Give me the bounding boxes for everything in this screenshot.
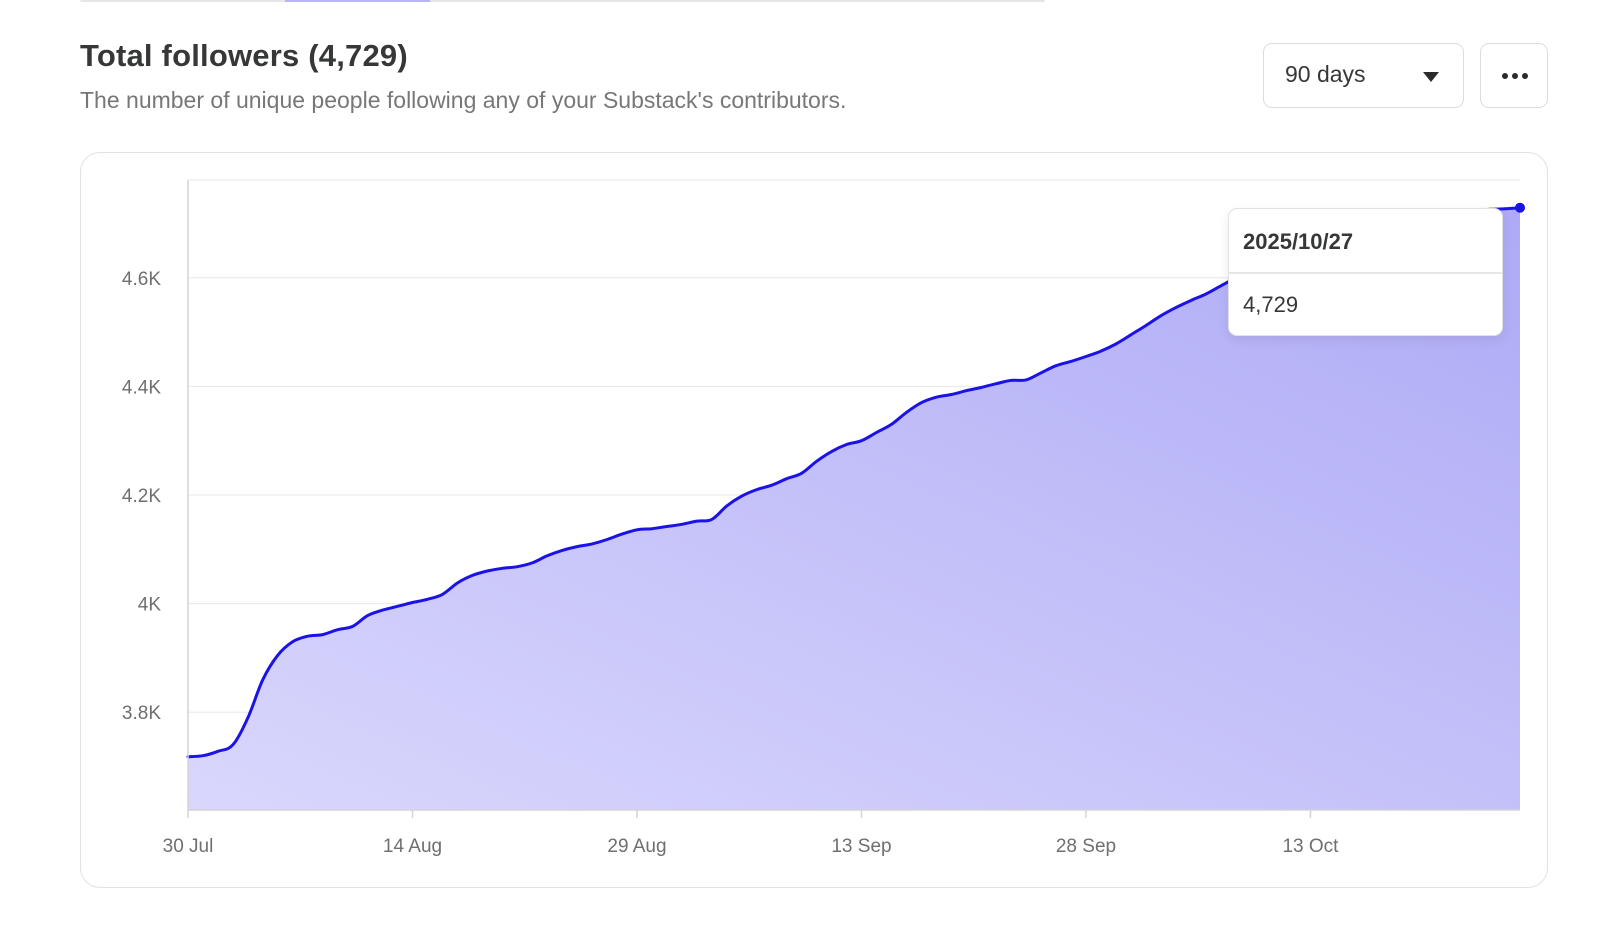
y-tick-label: 4.4K xyxy=(122,377,161,398)
series-area-fill xyxy=(188,207,1520,810)
more-options-button[interactable] xyxy=(1480,43,1548,108)
tooltip-divider xyxy=(1229,272,1502,274)
tooltip-date: 2025/10/27 xyxy=(1243,229,1354,254)
x-tick-label: 13 Oct xyxy=(1282,836,1339,857)
date-range-value: 90 days xyxy=(1285,61,1366,87)
highlight-point xyxy=(1515,202,1525,213)
x-tick-label: 13 Sep xyxy=(831,836,891,857)
y-tick-label: 4.6K xyxy=(122,269,161,290)
caret-down-icon xyxy=(1423,72,1439,82)
y-tick-label: 4K xyxy=(138,595,162,616)
ellipsis-icon xyxy=(1502,73,1508,79)
tooltip-value: 4,729 xyxy=(1243,292,1299,317)
chart-tooltip: 2025/10/27 4,729 xyxy=(1228,208,1503,336)
y-tick-label: 3.8K xyxy=(122,703,161,724)
ellipsis-icon xyxy=(1512,73,1518,79)
active-tab-indicator xyxy=(285,0,430,2)
top-tab-bar xyxy=(80,0,1045,2)
x-tick-label: 30 Jul xyxy=(163,836,214,857)
x-tick-label: 14 Aug xyxy=(383,836,442,857)
x-tick-label: 28 Sep xyxy=(1056,836,1116,857)
ellipsis-icon xyxy=(1522,73,1528,79)
x-tick-label: 29 Aug xyxy=(607,836,666,857)
date-range-select[interactable]: 90 days xyxy=(1263,43,1464,108)
y-tick-label: 4.2K xyxy=(122,486,161,507)
page-subtitle: The number of unique people following an… xyxy=(80,87,847,113)
page-title: Total followers (4,729) xyxy=(80,38,408,73)
